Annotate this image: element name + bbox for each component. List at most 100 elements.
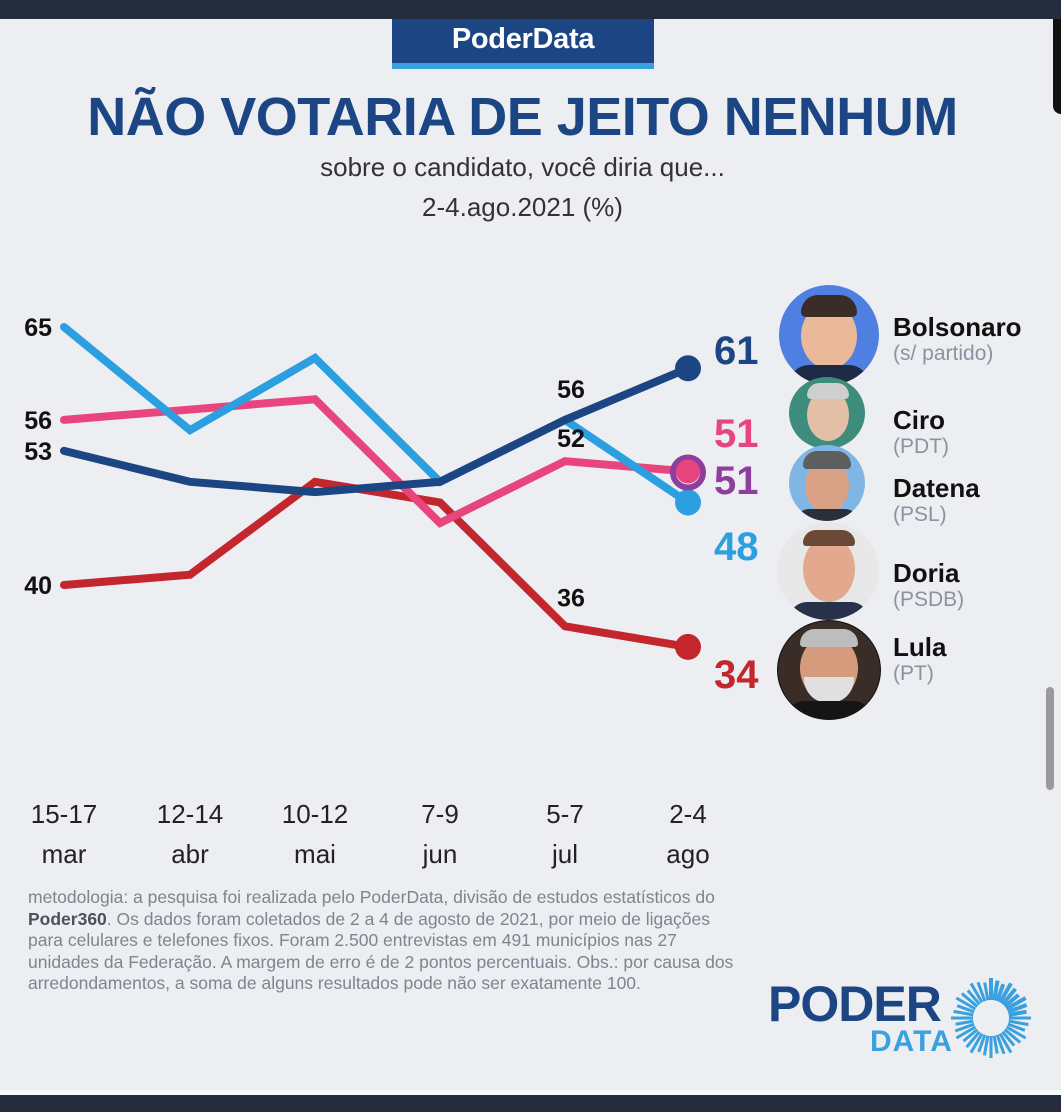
- methodology-bold: Poder360: [28, 908, 107, 929]
- logo-sunburst-icon: [951, 978, 1031, 1058]
- logo-ray: [1001, 987, 1017, 1006]
- logo-ray: [992, 980, 1000, 1001]
- end-label-ciro: 51: [714, 412, 759, 456]
- logo-ray: [1005, 996, 1027, 1011]
- candidate-name: Datena: [893, 473, 980, 503]
- chart-subtitle: sobre o candidato, você diria que...: [320, 152, 725, 182]
- avatar-doria: [777, 522, 879, 620]
- top-status-bar: [0, 0, 1061, 19]
- logo-ray: [962, 1028, 979, 1043]
- end-label-doria: 48: [714, 525, 759, 569]
- x-tick-label-days: 10-12: [282, 799, 349, 829]
- candidate-party: (PT): [893, 662, 934, 685]
- logo-ray: [977, 1034, 987, 1053]
- logo-ray: [969, 982, 984, 1004]
- logo-ray: [1003, 1028, 1022, 1044]
- avatar-lula: [777, 620, 881, 720]
- chart-date: 2-4.ago.2021 (%): [422, 192, 623, 222]
- x-tick-label-month: mar: [42, 839, 87, 869]
- x-tick-label-month: jun: [422, 839, 458, 869]
- bottom-nav-bar: [0, 1095, 1061, 1112]
- logo-ray: [995, 983, 1006, 1002]
- end-label-bolsonaro: 61: [714, 329, 759, 373]
- logo-ray: [1008, 1019, 1029, 1027]
- logo-ray: [1001, 1030, 1016, 1047]
- methodology-note: metodologia: a pesquisa foi realizada pe…: [28, 887, 748, 995]
- logo-ray: [998, 1032, 1013, 1054]
- candidate-party: (PDT): [893, 435, 949, 458]
- avatar-datena: [789, 445, 865, 521]
- logo-ray: [1007, 1022, 1026, 1032]
- logo-word-poder: PODER: [768, 976, 942, 1032]
- end-marker-bolsonaro: [675, 355, 701, 382]
- lines-layer: [60, 323, 706, 660]
- legend-bolsonaro: Bolsonaro (s/ partido): [893, 312, 1061, 366]
- logo-ray: [992, 1035, 999, 1054]
- candidate-party: (PSDB): [893, 588, 965, 611]
- candidate-name: Doria: [893, 558, 960, 588]
- end-marker-doria: [675, 489, 701, 516]
- candidate-party: (PSL): [893, 503, 947, 526]
- chart-title: NÃO VOTARIA DE JEITO NENHUM: [87, 87, 958, 147]
- logo-ray: [1005, 1025, 1027, 1040]
- annotation-lula: 36: [557, 584, 585, 612]
- x-tick-label-days: 7-9: [421, 799, 459, 829]
- avatar-ciro: [789, 377, 865, 449]
- series-line-doria: [60, 323, 692, 507]
- x-tick-label-month: mai: [294, 839, 336, 869]
- x-tick-label-days: 2-4: [669, 799, 707, 829]
- logo-ray: [1003, 993, 1020, 1008]
- logo-ray: [955, 996, 977, 1011]
- logo-ray: [998, 982, 1013, 1004]
- logo-ray: [976, 981, 987, 1002]
- logo-ray: [965, 1030, 981, 1049]
- x-tick-label-month: jul: [551, 839, 578, 869]
- end-marker-datena: [670, 454, 706, 491]
- bottom-divider: [0, 1090, 1061, 1095]
- start-label-bolsonaro: 53: [24, 438, 52, 466]
- x-axis-ticks: 15-17 mar 12-14 abr 10-12 mai 7-9 jun 5-7 jul 2-4 a…: [31, 799, 710, 869]
- methodology-text-2: . Os dados foram coletados de 2 a 4 de a…: [28, 908, 734, 994]
- end-label-lula: 34: [714, 653, 759, 697]
- start-label-lula: 40: [24, 572, 52, 600]
- legend-doria: Doria (PSDB): [893, 558, 1061, 612]
- end-label-datena: 51: [714, 459, 759, 503]
- x-tick-label-days: 15-17: [31, 799, 98, 829]
- brand-tab-underline: [392, 63, 654, 69]
- candidate-name: Bolsonaro: [893, 312, 1022, 342]
- candidate-name: Ciro: [893, 405, 945, 435]
- logo-ray: [955, 1025, 977, 1040]
- candidate-party: (s/ partido): [893, 342, 994, 365]
- series-line-lula: [60, 477, 692, 651]
- logo-ray: [960, 992, 979, 1008]
- end-marker-ciro: [676, 459, 700, 484]
- logo-ray: [982, 1035, 990, 1056]
- logo-ray: [995, 1034, 1006, 1055]
- end-marker-lula: [675, 633, 701, 660]
- logo-word-data: DATA: [870, 1025, 953, 1058]
- x-tick-label-month: abr: [171, 839, 209, 869]
- methodology-text-1: metodologia: a pesquisa foi realizada pe…: [28, 887, 715, 907]
- candidate-name: Lula: [893, 632, 947, 662]
- brand-tab: PoderData: [392, 19, 654, 63]
- series-line-bolsonaro: [60, 364, 692, 497]
- logo-ray: [956, 1004, 975, 1014]
- start-label-ciro: 56: [24, 407, 52, 435]
- x-tick-label-days: 5-7: [546, 799, 584, 829]
- logo-ray: [1007, 1003, 1028, 1014]
- logo-ray: [966, 989, 981, 1006]
- annotation-ciro: 52: [557, 425, 585, 453]
- start-label-doria: 65: [24, 314, 52, 342]
- legend-ciro: Ciro (PDT): [893, 405, 1061, 459]
- scrollbar-thumb[interactable]: [1046, 687, 1054, 790]
- poderdata-logo: PODER DATA: [768, 975, 1038, 1065]
- logo-ray: [969, 1032, 984, 1054]
- annotation-bolsonaro: 56: [557, 376, 585, 404]
- logo-ray: [954, 1022, 975, 1033]
- legend-datena: Datena (PSL): [893, 473, 1061, 527]
- x-tick-label-month: ago: [666, 839, 709, 869]
- x-tick-label-days: 12-14: [157, 799, 224, 829]
- screen-edge: [1053, 19, 1061, 114]
